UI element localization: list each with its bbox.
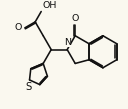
Text: O: O <box>15 23 22 32</box>
Text: N: N <box>64 38 71 47</box>
Text: S: S <box>25 82 32 92</box>
Text: OH: OH <box>43 1 57 10</box>
Text: O: O <box>72 14 79 23</box>
